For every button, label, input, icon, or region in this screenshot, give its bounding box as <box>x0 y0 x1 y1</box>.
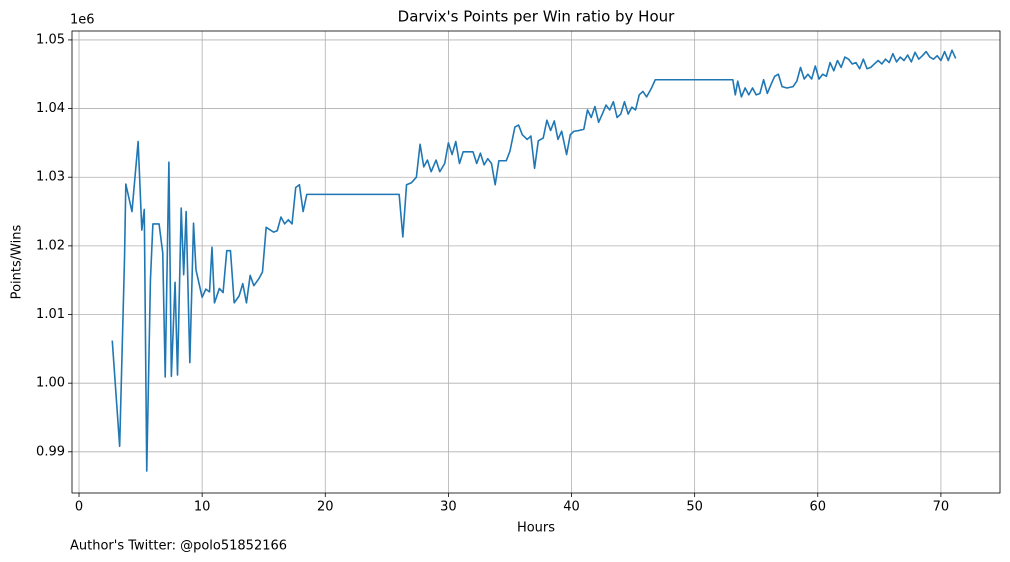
x-axis-label: Hours <box>517 521 555 536</box>
y-tick-label: 0.99 <box>36 444 65 459</box>
x-tick-label: 70 <box>933 500 950 515</box>
x-tick-label: 60 <box>810 500 827 515</box>
y-axis-label: Points/Wins <box>10 224 25 299</box>
x-tick-label: 10 <box>194 500 211 515</box>
y-offset-label: 1e6 <box>70 13 95 28</box>
y-tick-label: 1.00 <box>36 376 65 391</box>
y-tick-label: 1.05 <box>36 32 65 47</box>
y-tick-label: 1.04 <box>36 101 65 116</box>
plot-frame <box>71 30 1001 494</box>
chart-title: Darvix's Points per Win ratio by Hour <box>398 8 675 26</box>
x-tick-label: 30 <box>440 500 457 515</box>
y-tick-label: 1.02 <box>36 238 65 253</box>
x-tick-label: 40 <box>563 500 580 515</box>
x-tick-label: 20 <box>317 500 334 515</box>
y-tick-label: 1.03 <box>36 170 65 185</box>
footer: Author's Twitter: @polo51852166 <box>70 539 287 554</box>
y-tick-label: 1.01 <box>36 307 65 322</box>
x-tick-label: 50 <box>686 500 703 515</box>
data-line <box>111 49 957 472</box>
x-tick-label: 0 <box>75 500 83 515</box>
